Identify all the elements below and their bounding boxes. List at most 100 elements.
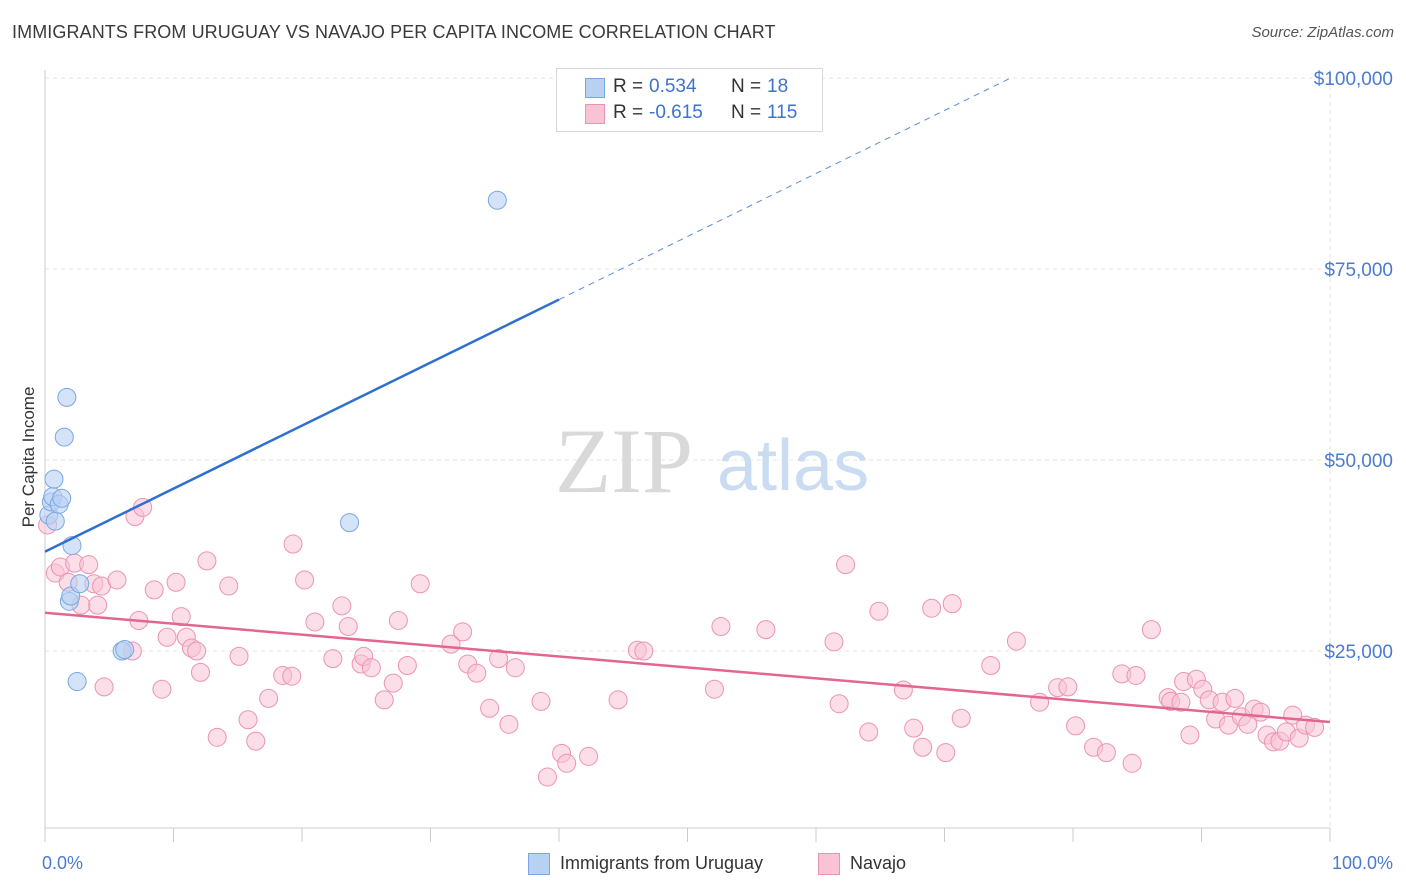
navajo-point: [829, 694, 849, 714]
axes: [44, 70, 1331, 842]
legend-swatch-blue: [585, 78, 605, 98]
navajo-point: [283, 534, 303, 554]
navajo-point: [1066, 716, 1086, 736]
watermark-zip: ZIP: [555, 410, 693, 512]
y-tick-label: $75,000: [1324, 260, 1393, 281]
uruguay-point: [52, 488, 72, 508]
navajo-point: [229, 646, 249, 666]
navajo-point: [579, 746, 599, 766]
bottom-legend-swatch-pink: [818, 853, 840, 875]
legend-n-value: 115: [767, 102, 798, 123]
navajo-point: [824, 632, 844, 652]
navajo-point: [219, 576, 239, 596]
navajo-point: [608, 690, 628, 710]
navajo-point: [756, 620, 776, 640]
navajo-point: [480, 698, 500, 718]
navajo-point: [1096, 743, 1116, 763]
navajo-point: [1180, 725, 1200, 745]
navajo-point: [79, 555, 99, 575]
navajo-point: [489, 649, 509, 669]
navajo-point: [383, 673, 403, 693]
x-tick-label: 0.0%: [42, 853, 83, 873]
y-tick-label: $100,000: [1314, 69, 1393, 90]
navajo-point: [942, 594, 962, 614]
navajo-point: [323, 649, 343, 669]
navajo-point: [1006, 631, 1026, 651]
navajo-point: [238, 710, 258, 730]
navajo-point: [499, 714, 519, 734]
navajo-point: [704, 679, 724, 699]
navajo-point: [107, 570, 127, 590]
navajo-point: [410, 574, 430, 594]
legend-r-value: 0.534: [649, 76, 697, 97]
legend-swatch-pink: [585, 104, 605, 124]
navajo-point: [537, 767, 557, 787]
navajo-point: [157, 627, 177, 647]
navajo-point: [711, 617, 731, 637]
navajo-point: [557, 753, 577, 773]
source-label: Source: ZipAtlas.com: [1251, 24, 1394, 41]
bottom-legend-swatch-blue: [528, 853, 550, 875]
uruguay-point: [57, 387, 77, 407]
navajo-point: [397, 656, 417, 676]
legend-row-uruguay: R = 0.534 N = 18: [557, 75, 822, 101]
navajo-point: [295, 570, 315, 590]
navajo-point: [1122, 753, 1142, 773]
navajo-point: [1171, 692, 1191, 712]
navajo-point: [88, 595, 108, 615]
navajo-point: [332, 596, 352, 616]
navajo-point: [246, 731, 266, 751]
navajo-point: [936, 743, 956, 763]
y-tick-label: $50,000: [1324, 451, 1393, 472]
legend-row-navajo: R = -0.615 N = 115: [557, 101, 822, 127]
navajo-point: [207, 727, 227, 747]
uruguay-point: [115, 639, 135, 659]
y-axis-label: Per Capita Income: [19, 387, 38, 528]
legend-n-label: N =: [731, 102, 762, 123]
navajo-point: [981, 656, 1001, 676]
navajo-point: [144, 580, 164, 600]
navajo-point: [836, 555, 856, 575]
uruguay-point: [54, 427, 74, 447]
navajo-point: [361, 658, 381, 678]
navajo-point: [922, 598, 942, 618]
uruguay-point: [45, 511, 65, 531]
navajo-point: [190, 662, 210, 682]
navajo-point: [869, 601, 889, 621]
uruguay-point: [487, 190, 507, 210]
legend-n-label: N =: [731, 76, 762, 97]
trend-lines: [44, 78, 1331, 724]
navajo-point: [893, 680, 913, 700]
legend-r-value: -0.615: [649, 102, 703, 123]
legend-r-label: R =: [613, 102, 644, 123]
navajo-point: [453, 622, 473, 642]
navajo-point: [152, 679, 172, 699]
navajo-point: [282, 666, 302, 686]
bottom-legend-label: Immigrants from Uruguay: [560, 853, 764, 873]
x-tick-labels: 0.0% 100.0%: [42, 853, 1393, 873]
uruguay-point: [67, 672, 87, 692]
navajo-point: [1225, 688, 1245, 708]
y-tick-label: $25,000: [1324, 642, 1393, 663]
y-tick-labels: $25,000 $50,000 $75,000 $100,000: [1314, 69, 1393, 663]
navajo-point: [505, 658, 525, 678]
uruguay-point: [70, 574, 90, 594]
navajo-point: [388, 610, 408, 630]
navajo-point: [913, 737, 933, 757]
navajo-point: [305, 612, 325, 632]
uruguay-point: [340, 513, 360, 533]
navajo-point: [94, 677, 114, 697]
navajo-point: [1305, 717, 1325, 737]
correlation-legend: R = 0.534 N = 18 R = -0.615 N = 115: [556, 68, 823, 132]
navajo-point: [531, 691, 551, 711]
navajo-point: [1141, 620, 1161, 640]
navajo-point: [859, 722, 879, 742]
bottom-legend-label: Navajo: [850, 853, 907, 873]
navajo-point: [338, 617, 358, 637]
navajo-point: [259, 688, 279, 708]
watermark-atlas: atlas: [717, 426, 869, 506]
navajo-trend-line: [44, 611, 1331, 724]
navajo-point: [166, 572, 186, 592]
chart-title: IMMIGRANTS FROM URUGUAY VS NAVAJO PER CA…: [12, 22, 776, 42]
